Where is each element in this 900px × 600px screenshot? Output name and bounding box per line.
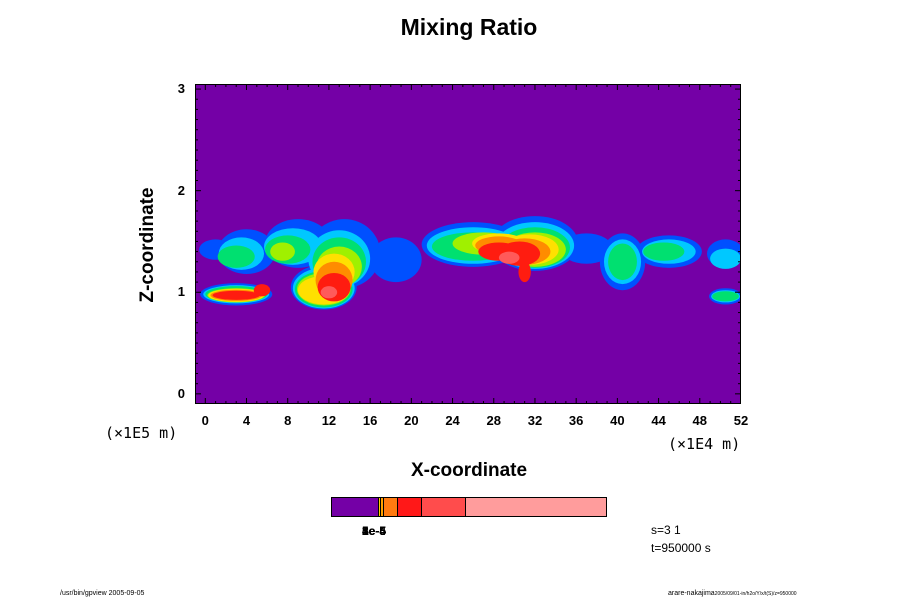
chart-title: Mixing Ratio bbox=[400, 14, 538, 40]
colorbar-label: 1e-5 bbox=[362, 524, 387, 538]
x-tick-label: 48 bbox=[692, 413, 708, 428]
y-tick-label: 0 bbox=[177, 385, 185, 401]
contour-layer-peak bbox=[320, 251, 520, 299]
colorbar-label: 2e-5 bbox=[362, 524, 387, 538]
colorbar-label: 3e-5 bbox=[362, 524, 387, 538]
colorbar bbox=[331, 497, 607, 517]
x-tick-label: 52 bbox=[733, 413, 749, 428]
axis-ticks bbox=[195, 84, 741, 404]
x-axis-unit: (×1E4 m) bbox=[668, 435, 741, 453]
contour-region bbox=[560, 233, 613, 264]
info-time-label: t=950000 s bbox=[651, 541, 711, 555]
x-tick-label: 20 bbox=[404, 413, 419, 428]
x-tick-label: 32 bbox=[527, 413, 543, 428]
x-tick-label: 44 bbox=[651, 413, 666, 428]
contour-region bbox=[212, 290, 260, 300]
y-axis-unit: (×1E5 m) bbox=[105, 424, 178, 442]
footer-source: arare-nakajima2005/09/01-in/h2o/Y/x/t(S)… bbox=[668, 590, 797, 597]
y-tick-label: 2 bbox=[177, 182, 185, 198]
contour-region bbox=[710, 248, 741, 269]
contour-region bbox=[270, 242, 295, 261]
footer-command: /usr/bin/gpview 2005-09-05 bbox=[60, 590, 145, 597]
x-tick-label: 4 bbox=[242, 413, 251, 428]
colorbar-segment bbox=[466, 498, 606, 516]
contour-region bbox=[320, 286, 338, 299]
colorbar-segment bbox=[381, 498, 385, 516]
contour-region bbox=[370, 237, 422, 283]
contour-region bbox=[217, 245, 255, 268]
colorbar-segment bbox=[384, 498, 398, 516]
contour-region bbox=[518, 261, 531, 283]
x-tick-label: 40 bbox=[610, 413, 625, 428]
mixing-ratio-field bbox=[199, 216, 741, 310]
plot-frame bbox=[195, 84, 741, 404]
y-tick-label: 3 bbox=[177, 81, 185, 97]
contour-region bbox=[253, 284, 271, 297]
x-tick-label: 24 bbox=[445, 413, 460, 428]
x-tick-label: 8 bbox=[284, 413, 292, 428]
x-tick-label: 36 bbox=[568, 413, 584, 428]
info-s-label: s=3 1 bbox=[651, 523, 681, 537]
contour-region bbox=[498, 251, 520, 264]
heatmap-plot-area bbox=[195, 84, 741, 404]
contour-region bbox=[712, 291, 739, 302]
x-tick-label: 0 bbox=[201, 413, 209, 428]
colorbar-segment bbox=[397, 498, 423, 516]
y-axis-label: Z-coordinate bbox=[137, 187, 158, 303]
x-axis-label: X-coordinate bbox=[410, 460, 528, 481]
colorbar-segment bbox=[378, 498, 382, 516]
footer-source-sub: 2005/09/01-in/h2o/Y/x/t(S)/z=950000 bbox=[714, 591, 797, 597]
footer-source-main: arare-nakajima bbox=[668, 590, 715, 597]
contour-region bbox=[317, 272, 351, 302]
colorbar-segment bbox=[422, 498, 467, 516]
colorbar-segment bbox=[332, 498, 379, 516]
colorbar-label: 5e-4 bbox=[362, 524, 387, 538]
x-tick-label: 12 bbox=[321, 413, 337, 428]
colorbar-label: 4e-5 bbox=[362, 524, 387, 538]
x-tick-label: 28 bbox=[486, 413, 501, 428]
x-tick-label: 16 bbox=[362, 413, 378, 428]
contour-region bbox=[608, 243, 637, 281]
contour-region bbox=[643, 242, 685, 261]
y-tick-label: 1 bbox=[177, 284, 185, 300]
